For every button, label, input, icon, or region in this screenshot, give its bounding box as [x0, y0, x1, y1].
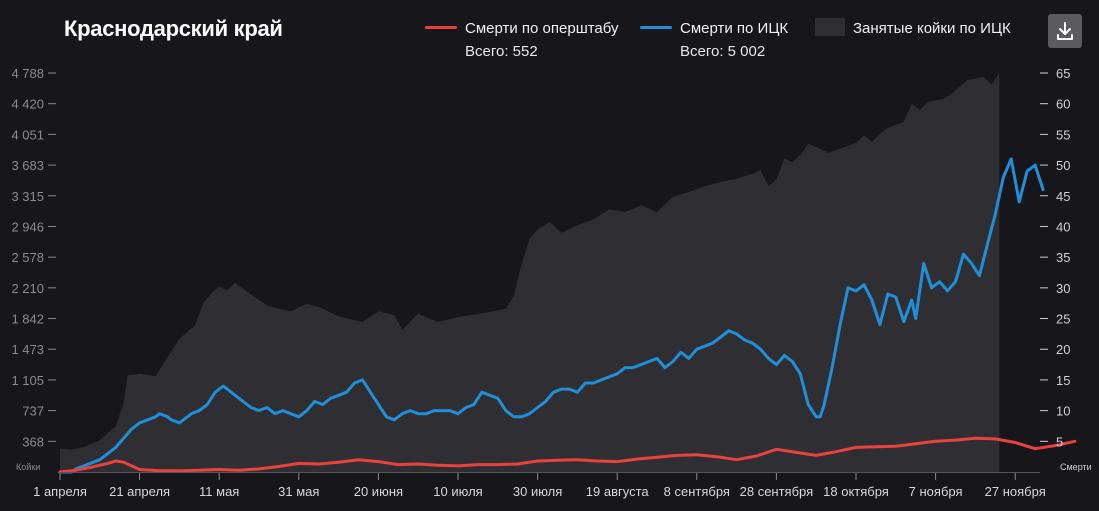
download-icon [1057, 22, 1073, 40]
x-tick-label: 10 июля [433, 484, 482, 499]
right-tick-label: 10 [1056, 404, 1070, 419]
x-tick-label: 8 сентября [664, 484, 730, 499]
right-tick-label: 35 [1056, 250, 1070, 265]
legend-item-ops[interactable]: Смерти по оперштабу Всего: 552 [425, 20, 619, 60]
download-button[interactable] [1048, 14, 1082, 48]
x-tick-label: 11 мая [199, 484, 239, 499]
ick-line-layer [58, 157, 1045, 474]
left-tick-label: 2 210 [11, 281, 44, 296]
page-title: Краснодарский край [64, 16, 283, 41]
legend-swatch-ick [640, 25, 672, 29]
right-axis-label: Смерти [1060, 462, 1092, 472]
left-tick-label: 2 946 [11, 219, 44, 234]
right-tick-label: 25 [1056, 312, 1070, 327]
right-tick-label: 5 [1056, 434, 1063, 449]
x-tick-label: 27 ноября [985, 484, 1046, 499]
left-tick-label: 3 315 [11, 189, 44, 204]
legend-swatch-ops [425, 25, 457, 29]
x-tick-label: 20 июня [354, 484, 403, 499]
left-tick-label: 2 578 [11, 250, 44, 265]
left-axis: 368 737 1 105 1 473 1 842 2 210 2 578 2 946 3 31… [11, 66, 56, 449]
left-axis-label: Койки [16, 462, 40, 472]
legend-total-ick: Всего: 5 002 [680, 43, 766, 60]
right-tick-label: 15 [1056, 373, 1070, 388]
right-tick-label: 45 [1056, 189, 1070, 204]
left-tick-label: 4 051 [11, 127, 44, 142]
legend-label-beds: Занятые койки по ИЦК [853, 20, 1011, 37]
x-tick-label: 1 апреля [33, 484, 87, 499]
legend-label-ops: Смерти по оперштабу [465, 20, 619, 37]
legend-total-ops: Всего: 552 [465, 43, 538, 60]
left-tick-label: 3 683 [11, 158, 44, 173]
left-tick-label: 1 105 [11, 373, 44, 388]
left-tick-label: 368 [22, 434, 44, 449]
ick-deaths-line [58, 157, 1045, 474]
ops-line-layer [58, 436, 1077, 474]
right-tick-label: 60 [1056, 97, 1070, 112]
legend-item-ick[interactable]: Смерти по ИЦК Всего: 5 002 [640, 20, 788, 60]
right-tick-label: 50 [1056, 158, 1070, 173]
right-tick-label: 30 [1056, 281, 1070, 296]
left-tick-label: 737 [22, 404, 44, 419]
x-tick-label: 18 октября [823, 484, 889, 499]
right-tick-label: 65 [1056, 66, 1070, 81]
beds-area-layer [60, 73, 1000, 472]
right-tick-label: 20 [1056, 342, 1070, 357]
legend-item-beds[interactable]: Занятые койки по ИЦК [815, 18, 1011, 38]
beds-area [60, 73, 1000, 472]
x-axis: 1 апреля 21 апреля 11 мая 31 мая 20 июня 10 и… [33, 473, 1046, 499]
left-tick-label: 4 420 [11, 97, 44, 112]
legend-label-ick: Смерти по ИЦК [680, 20, 789, 37]
right-axis: 5 10 15 20 25 30 35 40 45 50 55 60 65 [1040, 66, 1070, 449]
x-tick-label: 31 мая [278, 484, 319, 499]
left-tick-label: 1 842 [11, 312, 44, 327]
ops-deaths-line [58, 436, 1077, 474]
right-tick-label: 55 [1056, 127, 1070, 142]
left-tick-label: 1 473 [11, 342, 44, 357]
legend-swatch-beds [815, 18, 845, 37]
x-tick-label: 19 августа [586, 484, 650, 499]
x-tick-label: 30 июля [513, 484, 562, 499]
x-tick-label: 21 апреля [109, 484, 170, 499]
right-tick-label: 40 [1056, 219, 1070, 234]
x-tick-label: 7 ноября [909, 484, 963, 499]
x-tick-label: 28 сентября [740, 484, 814, 499]
left-tick-label: 4 788 [11, 66, 44, 81]
